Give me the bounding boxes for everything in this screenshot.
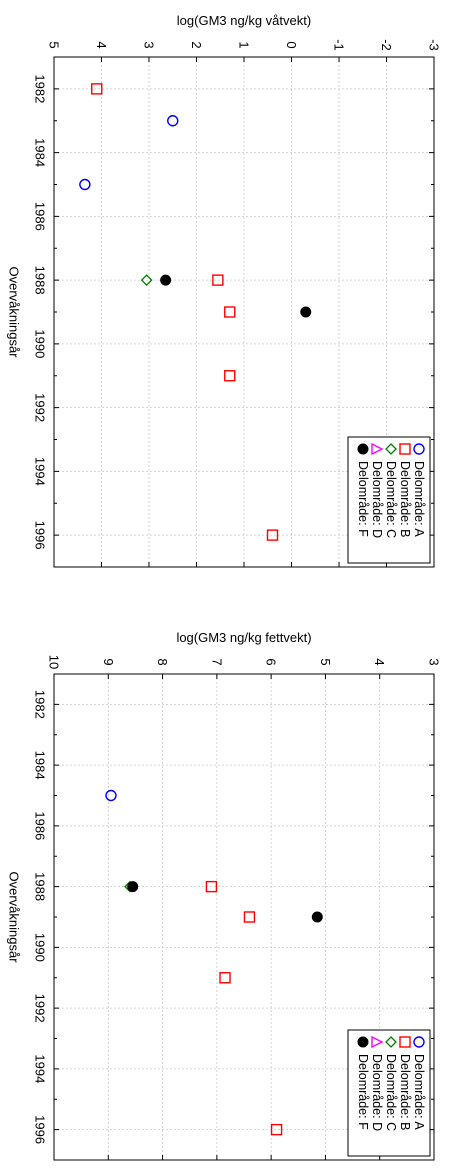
y-tick-label: 2: [189, 41, 204, 48]
data-point-square: [224, 306, 236, 318]
data-point-square: [399, 1036, 411, 1048]
x-tick-label: 1986: [33, 202, 48, 231]
data-point-square: [224, 370, 236, 382]
data-point-square: [243, 911, 256, 923]
y-tick-label: -1: [332, 39, 347, 51]
y-tick-label: 6: [264, 658, 279, 665]
ticks: 1982 1984 1986 1988 1990 1992 1994 1996 3 4 5 6 7 8 9 1…: [33, 655, 442, 1161]
x-tick-label: 1982: [33, 690, 48, 719]
data-point-square: [219, 972, 231, 984]
data-point-filled-circle: [357, 443, 369, 455]
data-marks: [79, 83, 391, 542]
x-tick-label: 1994: [33, 457, 48, 486]
chart-fat-weight: 1982 1984 1986 1988 1990 1992 1994 1996 3 4 5 6 7 8 9 1…: [7, 630, 442, 1161]
grid-lines: [54, 57, 434, 567]
data-point-square: [270, 1123, 283, 1136]
y-tick-label: 5: [318, 658, 333, 665]
y-tick-label: 0: [284, 41, 299, 48]
x-tick-label: 1984: [33, 138, 48, 167]
legend-label: Delområde: C: [384, 1054, 398, 1131]
legend-label: Delområde: F: [356, 1054, 370, 1130]
y-tick-label: 4: [94, 41, 109, 48]
y-tick-label: 1: [237, 41, 252, 48]
legend-label: Delområde: A: [412, 461, 426, 537]
y-tick-label: 10: [47, 655, 62, 669]
legend-label: Delområde: A: [412, 1054, 426, 1130]
data-point-square: [212, 274, 224, 286]
x-tick-label: 1992: [33, 994, 48, 1023]
x-tick-label: 1996: [33, 1115, 48, 1144]
y-tick-label: 5: [47, 41, 62, 48]
chart-wet-weight: 1982 1984 1986 1988 1990 1992 1994 1996 -3 -2 -1 0 1…: [7, 13, 442, 568]
data-point-filled-circle: [311, 911, 323, 923]
y-tick-label: 4: [372, 658, 387, 665]
x-tick-label: 1988: [33, 266, 48, 295]
x-tick-label: 1986: [33, 811, 48, 840]
data-point-square: [266, 529, 279, 541]
x-tick-label: 1990: [33, 329, 48, 358]
data-marks: [105, 789, 408, 1136]
x-tick-label: 1990: [33, 933, 48, 962]
legend-box: [347, 436, 431, 564]
data-point-circle: [413, 443, 425, 455]
data-point-diamond: [385, 1036, 397, 1048]
y-axis-label: log(GM3 ng/kg fettvekt): [176, 630, 311, 645]
data-point-filled-circle: [357, 1036, 369, 1048]
x-tick-label: 1994: [33, 1054, 48, 1083]
x-tick-label: 1984: [33, 751, 48, 780]
data-point-filled-circle: [127, 881, 139, 893]
data-point-diamond: [140, 274, 153, 287]
y-tick-label: 9: [101, 658, 116, 665]
y-tick-label: 3: [142, 41, 157, 48]
legend-box: [347, 1029, 431, 1157]
x-axis-label: Overvåkningsår: [7, 266, 22, 358]
y-axis-label: log(GM3 ng/kg våtvekt): [177, 13, 311, 28]
data-point-triangle: [371, 442, 384, 456]
legend-label: Delområde: D: [370, 461, 384, 538]
y-tick-label: -3: [427, 39, 442, 51]
x-tick-label: 1982: [33, 74, 48, 103]
legend-label: Delområde: C: [384, 461, 398, 538]
data-point-circle: [105, 789, 117, 802]
ticks: 1982 1984 1986 1988 1990 1992 1994 1996 -3 -2 -1 0 1…: [33, 39, 442, 568]
legend-label: Delområde: F: [356, 461, 370, 537]
y-tick-label: 3: [427, 658, 442, 665]
y-tick-label: -2: [379, 39, 394, 51]
x-tick-label: 1996: [33, 521, 48, 550]
legend-label: Delområde: B: [398, 1054, 412, 1130]
data-point-circle: [167, 115, 179, 127]
data-point-square: [205, 880, 218, 893]
x-tick-label: 1988: [33, 872, 48, 901]
data-point-diamond: [385, 443, 397, 455]
data-point-circle: [413, 1036, 425, 1048]
data-point-triangle: [371, 1035, 384, 1049]
data-point-square: [399, 443, 411, 455]
data-point-square: [91, 83, 103, 95]
data-point-filled-circle: [300, 306, 312, 318]
x-tick-label: 1992: [33, 393, 48, 422]
y-tick-label: 8: [155, 658, 170, 665]
data-point-filled-circle: [160, 274, 172, 286]
x-axis-label: Overvåkningsår: [7, 871, 22, 963]
legend-label: Delområde: B: [398, 461, 412, 537]
legend-label: Delområde: D: [370, 1054, 384, 1131]
y-tick-label: 7: [209, 658, 224, 665]
data-point-circle: [79, 178, 91, 191]
